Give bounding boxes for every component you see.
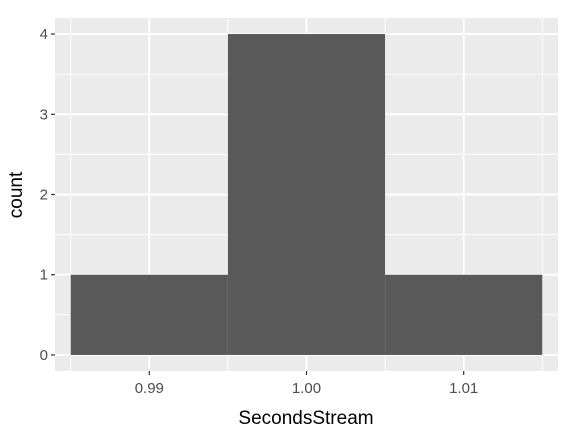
y-tick-label: 0 [40,347,48,364]
x-axis-title: SecondsStream [238,408,373,429]
histogram-bar [385,274,543,355]
y-tick-label: 3 [40,106,48,123]
y-tick-label: 4 [40,26,48,43]
y-axis: 0 1 2 3 4 [40,26,55,364]
y-tick-label: 2 [40,187,48,204]
histogram-bar [70,274,228,355]
x-tick-label: 0.99 [135,380,164,397]
x-tick-label: 1.00 [292,380,321,397]
histogram-bar [227,34,386,355]
bars [70,34,543,355]
y-axis-title: count [6,171,27,218]
y-tick-label: 1 [40,267,48,284]
x-axis: 0.99 1.00 1.01 [135,371,478,397]
x-tick-label: 1.01 [449,380,478,397]
